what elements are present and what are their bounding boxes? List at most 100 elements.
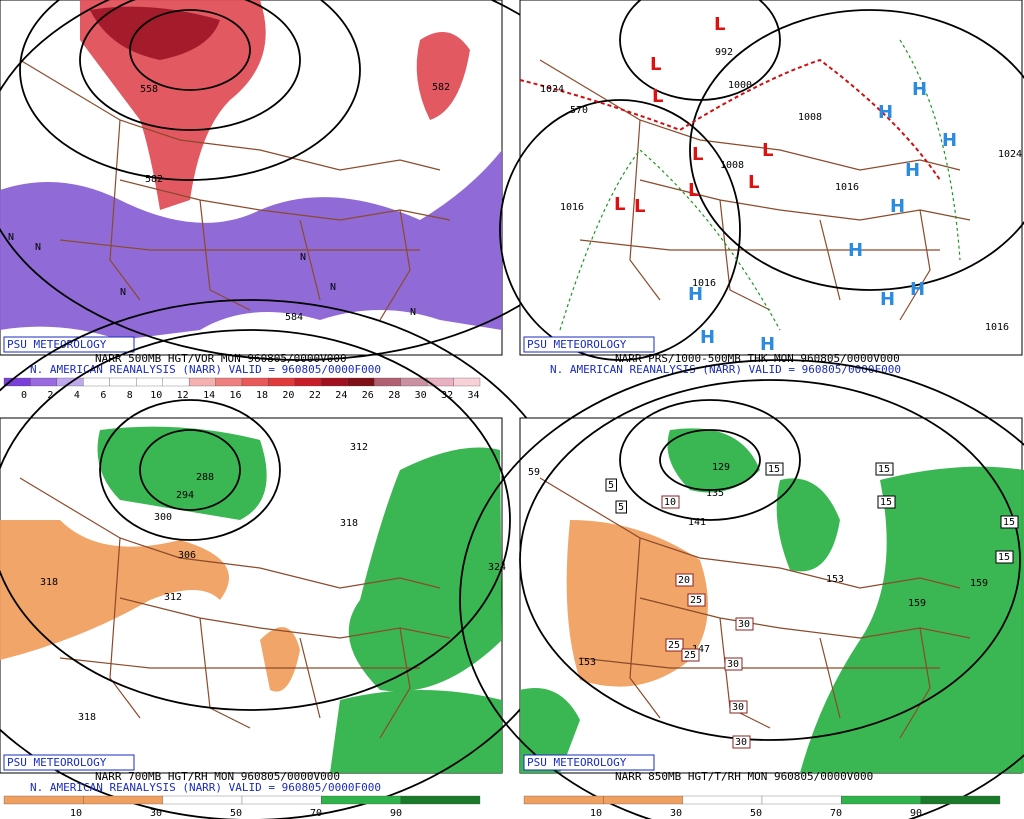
colorbar-label: 30 — [415, 390, 427, 401]
contour-label: 1016 — [985, 322, 1009, 333]
colorbar-label: 8 — [127, 390, 133, 401]
label-box — [605, 478, 617, 492]
contour-label: 294 — [176, 490, 194, 501]
contour-label: 25 — [684, 650, 696, 661]
colorbar-label: 20 — [282, 390, 294, 401]
colorbar-label: 30 — [150, 808, 162, 819]
contour-label: 159 — [908, 598, 926, 609]
shaded-field — [80, 0, 266, 210]
pressure-center: H — [700, 327, 715, 348]
contour-label: 159 — [970, 578, 988, 589]
badge: PSU METEOROLOGY — [7, 756, 107, 769]
colorbar-segment — [162, 795, 243, 805]
colorbar-label: 70 — [830, 808, 842, 819]
contour-label: 129 — [712, 462, 730, 473]
colorbar-label: 10 — [590, 808, 602, 819]
contour-label: 992 — [715, 47, 733, 58]
contour — [459, 359, 1024, 819]
badge: PSU METEOROLOGY — [527, 756, 627, 769]
label-box — [765, 462, 784, 476]
label-box — [732, 735, 751, 749]
colorbar-segment — [682, 795, 763, 805]
colorbar-label: 30 — [670, 808, 682, 819]
contour-label: N — [35, 242, 41, 253]
colorbar-segment — [321, 377, 348, 387]
label-box — [1000, 515, 1019, 529]
contour — [659, 429, 761, 491]
contour-label: 1016 — [560, 202, 584, 213]
contour-label: 318 — [78, 712, 96, 723]
label-box — [729, 700, 748, 714]
pressure-center: H — [890, 196, 905, 217]
colorbar-segment — [453, 377, 481, 387]
borders — [19, 59, 451, 321]
colorbar-label: 28 — [388, 390, 400, 401]
colorbar-segment — [400, 795, 481, 805]
colorbar-segment — [3, 377, 31, 387]
pressure-center: L — [688, 180, 699, 201]
contour-label: 147 — [692, 644, 710, 655]
shaded-field — [776, 478, 840, 572]
pressure-center: H — [912, 79, 927, 100]
contour-label: 15 — [768, 464, 780, 475]
pressure-center: H — [880, 289, 895, 310]
pressure-center: L — [614, 194, 625, 215]
shaded-field — [0, 150, 502, 340]
contour-label: 558 — [140, 84, 158, 95]
label-box — [661, 495, 680, 509]
contour — [129, 9, 251, 91]
colorbar-segment — [920, 795, 1001, 805]
colorbar-segment — [841, 795, 921, 805]
label-box — [615, 500, 627, 514]
contour-label: 312 — [350, 442, 368, 453]
contour-label: 30 — [727, 659, 739, 670]
contour-label: 153 — [578, 657, 596, 668]
contour — [0, 329, 511, 711]
pressure-center: L — [634, 196, 645, 217]
contour — [19, 0, 361, 181]
label-box — [681, 648, 700, 662]
thickness-contour — [519, 58, 941, 181]
badge-box — [523, 754, 655, 771]
contour-label: 306 — [178, 550, 196, 561]
label-box — [675, 573, 694, 587]
pressure-center: H — [878, 102, 893, 123]
contour-label: N — [300, 252, 306, 263]
colorbar-segment — [294, 377, 322, 387]
caption: NARR 500MB HGT/VOR MON 960805/0000V000 — [95, 352, 347, 365]
shaded-field — [520, 688, 580, 773]
contour-label: 59 — [528, 467, 540, 478]
label-box — [995, 550, 1014, 564]
colorbar-segment — [347, 377, 375, 387]
contour-label: 324 — [488, 562, 506, 573]
colorbar-label: 12 — [177, 390, 189, 401]
map-layer — [0, 0, 621, 361]
colorbar-label: 70 — [310, 808, 322, 819]
label-box — [687, 593, 706, 607]
colorbar-segment — [30, 377, 58, 387]
colorbar-segment — [241, 377, 269, 387]
caption: N. AMERICAN REANALYSIS (NARR) VALID = 96… — [550, 363, 901, 376]
colorbar-segment — [83, 377, 110, 387]
colorbar-segment — [374, 377, 401, 387]
colorbar-label: 10 — [150, 390, 162, 401]
colorbar-segment — [523, 795, 604, 805]
contour-label: 15 — [878, 464, 890, 475]
contour-label: 10 — [664, 497, 676, 508]
contour-label: 1016 — [692, 278, 716, 289]
shaded-field — [90, 6, 220, 60]
pressure-center: H — [942, 130, 957, 151]
pressure-center: L — [692, 144, 703, 165]
shaded-field — [800, 466, 1024, 773]
caption: NARR PRS/1000-500MB THK MON 960805/0000V… — [615, 352, 900, 365]
contour-label: N — [330, 282, 336, 293]
colorbar-label: 6 — [100, 390, 106, 401]
colorbar-label: 26 — [362, 390, 374, 401]
contour-label: 584 — [285, 312, 303, 323]
badge-box — [3, 336, 135, 353]
contour-label: 141 — [688, 517, 706, 528]
contour-label: 5 — [618, 502, 624, 513]
contour — [619, 0, 781, 101]
